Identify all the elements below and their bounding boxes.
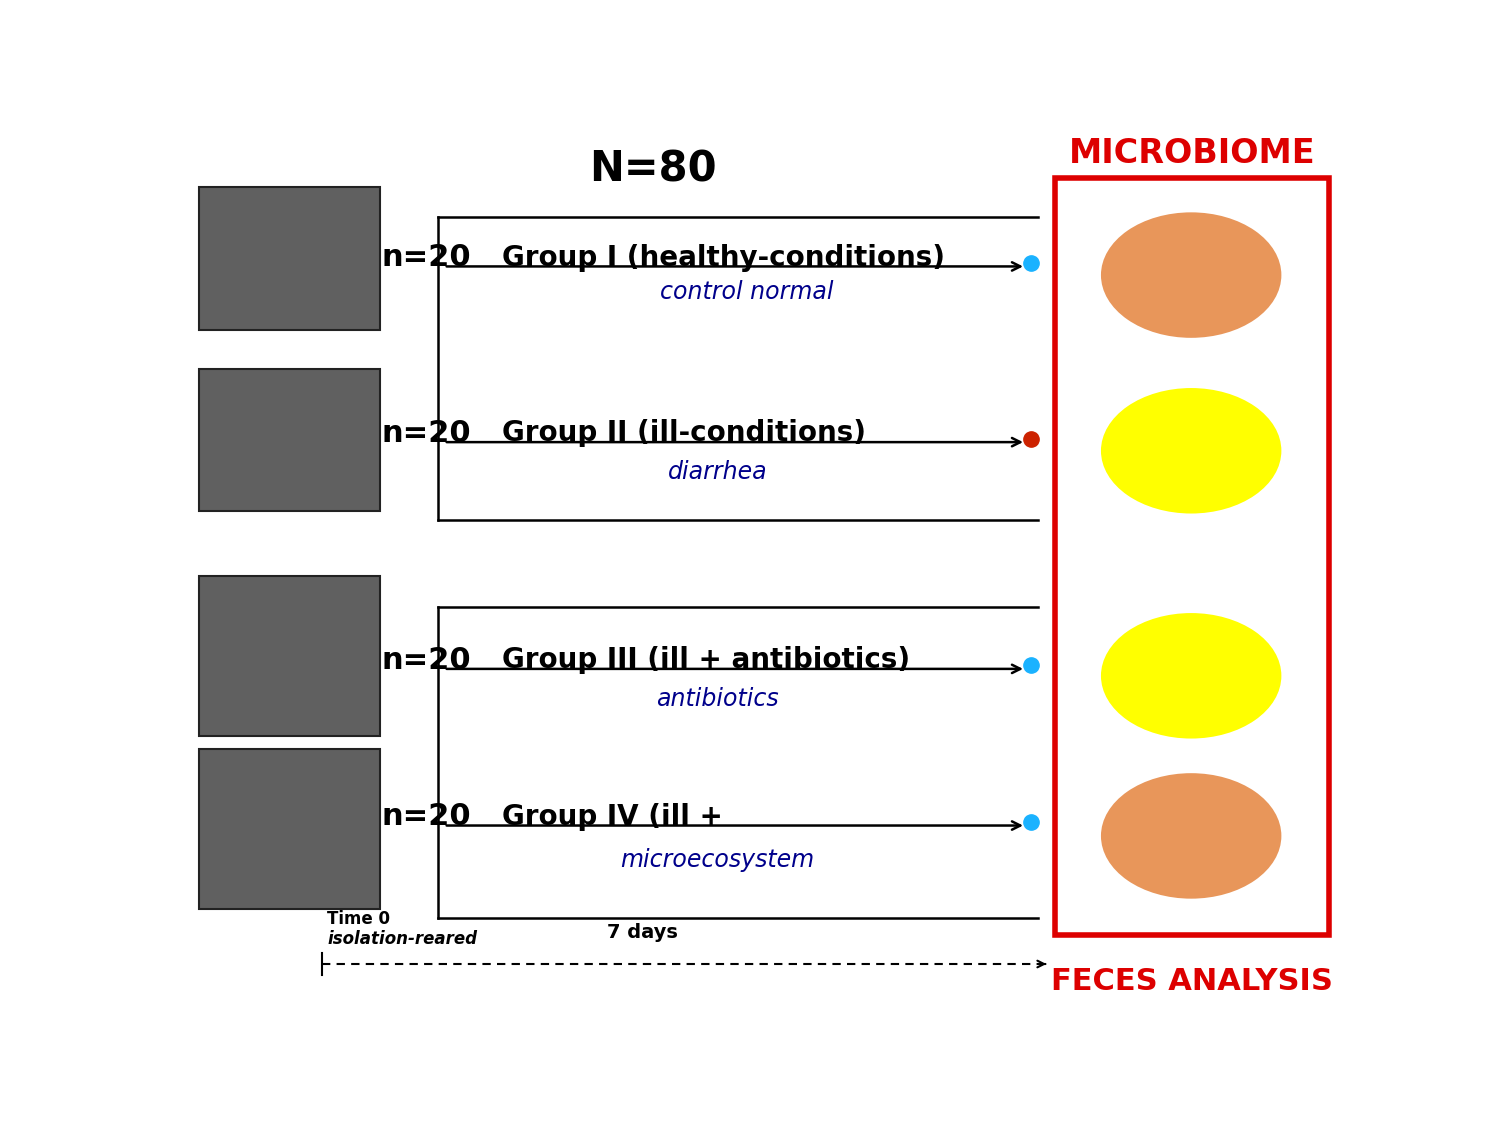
Text: n=20: n=20 [382,803,472,832]
Ellipse shape [1101,613,1281,738]
Text: n=20: n=20 [382,243,472,272]
Text: Time 0: Time 0 [327,909,391,927]
Text: N=80: N=80 [590,148,716,190]
Text: isolation-reared: isolation-reared [327,931,478,949]
Bar [200,369,380,511]
Bar [200,750,380,909]
Ellipse shape [1101,773,1281,899]
Bar [1054,179,1328,935]
Text: diarrhea: diarrhea [667,461,768,484]
Text: Group II (ill-conditions): Group II (ill-conditions) [502,419,867,447]
Text: control normal: control normal [659,280,834,305]
Text: MICROBIOME: MICROBIOME [1068,137,1316,171]
Text: Group III (ill + antibiotics): Group III (ill + antibiotics) [502,646,910,674]
Text: antibiotics: antibiotics [656,687,778,711]
Text: n=20: n=20 [382,645,472,674]
Text: microecosystem: microecosystem [620,849,814,872]
Text: n=20: n=20 [382,419,472,448]
Bar [200,577,380,736]
Text: Group I (healthy-conditions): Group I (healthy-conditions) [502,244,945,272]
Ellipse shape [1101,212,1281,338]
Bar [200,187,380,329]
Text: FECES ANALYSIS: FECES ANALYSIS [1051,967,1332,996]
Ellipse shape [1101,388,1281,514]
Text: 7 days: 7 days [607,924,677,942]
Text: Group IV (ill +: Group IV (ill + [502,803,733,831]
